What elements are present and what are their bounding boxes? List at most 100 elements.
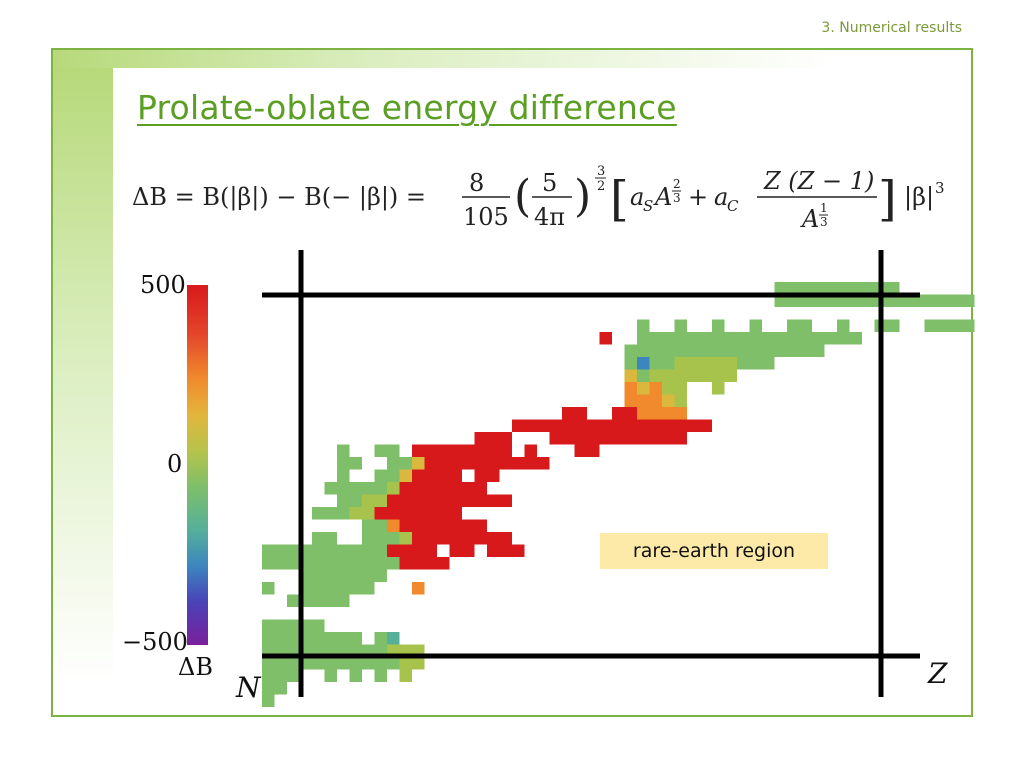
heatmap-cell [487, 532, 500, 545]
heatmap-cell [674, 344, 687, 357]
heatmap-cell [499, 544, 512, 557]
side-band [53, 68, 113, 714]
heatmap-cell [287, 544, 300, 557]
svg-text:105: 105 [463, 203, 509, 231]
heatmap-cell [649, 332, 662, 345]
heatmap-cell [512, 419, 525, 432]
heatmap-cell [524, 457, 537, 470]
heatmap-cell [374, 532, 387, 545]
heatmap-cell [637, 369, 650, 382]
heatmap-cell [424, 544, 437, 557]
heatmap-cell [662, 394, 675, 407]
heatmap-cell [562, 432, 575, 445]
heatmap-cell [312, 532, 325, 545]
heatmap-cell [462, 544, 475, 557]
heatmap-cell [412, 519, 425, 532]
svg-text:3: 3 [673, 191, 681, 205]
heatmap-cell [774, 344, 787, 357]
heatmap-cell [912, 294, 925, 307]
heatmap-cell [637, 382, 650, 395]
slide-frame [51, 48, 973, 717]
heatmap-cell [837, 282, 850, 295]
heatmap-cell [787, 294, 800, 307]
heatmap-cell [337, 507, 350, 520]
heatmap-cell [924, 294, 937, 307]
colorbar [187, 285, 208, 645]
heatmap-cell [487, 432, 500, 445]
heatmap-cell [862, 294, 875, 307]
heatmap-cell [624, 357, 637, 370]
heatmap-cell [524, 419, 537, 432]
heatmap-cell [674, 382, 687, 395]
heatmap-cell [724, 369, 737, 382]
colorbar-tick-max: 500 [140, 271, 186, 299]
heatmap-cell [387, 469, 400, 482]
colorbar-tick-zero: 0 [167, 450, 182, 478]
heatmap-cell [774, 294, 787, 307]
heatmap-cell [737, 357, 750, 370]
heatmap-cell [449, 444, 462, 457]
heatmap-cell [349, 457, 362, 470]
heatmap-cell [399, 519, 412, 532]
heatmap-cell [624, 344, 637, 357]
heatmap-cell [324, 582, 337, 595]
heatmap-cell [712, 357, 725, 370]
heatmap-cell [274, 682, 287, 695]
heatmap-cell [649, 369, 662, 382]
heatmap-cell [412, 507, 425, 520]
heatmap-cell [437, 469, 450, 482]
heatmap-cell [424, 457, 437, 470]
heatmap-cell [324, 669, 337, 682]
svg-text:A: A [800, 205, 819, 233]
heatmap-cell [774, 332, 787, 345]
heatmap-cell [599, 432, 612, 445]
heatmap-cell [349, 494, 362, 507]
heatmap-cell [887, 319, 900, 332]
heatmap-cell [312, 619, 325, 632]
heatmap-cell [649, 344, 662, 357]
heatmap-cell [449, 532, 462, 545]
svg-text:2: 2 [597, 179, 605, 194]
heatmap-cell [337, 569, 350, 582]
section-label: 3. Numerical results [821, 20, 962, 36]
heatmap-cell [387, 494, 400, 507]
heatmap-cell [549, 432, 562, 445]
heatmap-cell [412, 544, 425, 557]
heatmap-cell [637, 319, 650, 332]
heatmap-cell [762, 344, 775, 357]
heatmap-cell [387, 657, 400, 670]
formula: ΔB = B(|β|) − B(− |β|) = 8 105 ( 5 4π ) … [132, 163, 952, 249]
heatmap-cell [812, 344, 825, 357]
heatmap-cell [487, 494, 500, 507]
heatmap-cell [487, 544, 500, 557]
heatmap-cell [662, 419, 675, 432]
heatmap-cell [787, 282, 800, 295]
heatmap-cell [537, 457, 550, 470]
heatmap-cell [437, 532, 450, 545]
heatmap-cell [437, 519, 450, 532]
heatmap-cell [749, 319, 762, 332]
heatmap-cell [262, 619, 275, 632]
heatmap-cell [262, 544, 275, 557]
heatmap-cell [812, 282, 825, 295]
formula-svg: ΔB = B(|β|) − B(− |β|) = 8 105 ( 5 4π ) … [132, 164, 945, 233]
heatmap-cell [474, 469, 487, 482]
svg-text:4π: 4π [534, 203, 565, 231]
heatmap-cell [837, 332, 850, 345]
heatmap-cell [474, 432, 487, 445]
heatmap-cell [962, 319, 975, 332]
heatmap-cell [649, 419, 662, 432]
heatmap-cell [799, 344, 812, 357]
heatmap-cell [424, 494, 437, 507]
heatmap-cell [362, 582, 375, 595]
heatmap-cell [374, 632, 387, 645]
x-axis-title: Z [927, 657, 948, 690]
heatmap-cell [562, 407, 575, 420]
heatmap-cell [712, 319, 725, 332]
heatmap-cell [324, 657, 337, 670]
heatmap-cell [437, 444, 450, 457]
heatmap-cell [399, 507, 412, 520]
heatmap-cell [699, 369, 712, 382]
heatmap-cell [412, 444, 425, 457]
